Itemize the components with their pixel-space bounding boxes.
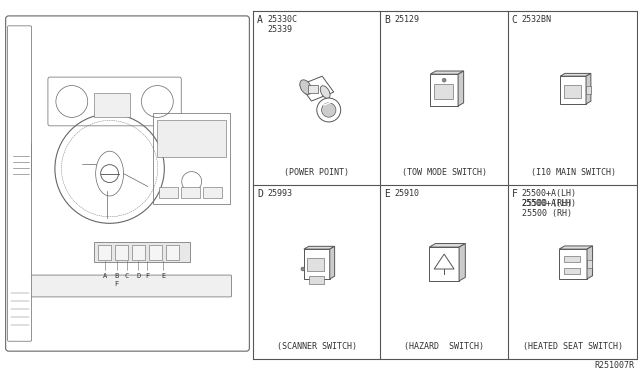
FancyBboxPatch shape bbox=[564, 256, 580, 262]
FancyBboxPatch shape bbox=[132, 245, 145, 260]
Text: (HEATED SEAT SWITCH): (HEATED SEAT SWITCH) bbox=[523, 342, 623, 351]
Circle shape bbox=[321, 103, 336, 117]
FancyBboxPatch shape bbox=[48, 77, 181, 126]
Text: E: E bbox=[385, 189, 390, 199]
Text: 25910: 25910 bbox=[394, 189, 419, 198]
Polygon shape bbox=[560, 73, 591, 76]
Text: (POWER POINT): (POWER POINT) bbox=[284, 168, 349, 177]
Polygon shape bbox=[430, 74, 458, 106]
FancyBboxPatch shape bbox=[180, 187, 200, 198]
Text: B: B bbox=[385, 15, 390, 25]
FancyBboxPatch shape bbox=[587, 260, 592, 268]
FancyBboxPatch shape bbox=[93, 242, 190, 262]
FancyBboxPatch shape bbox=[564, 268, 580, 274]
Text: R251007R: R251007R bbox=[595, 361, 634, 370]
FancyBboxPatch shape bbox=[203, 187, 221, 198]
Text: F: F bbox=[115, 281, 118, 287]
Text: E: E bbox=[161, 273, 166, 279]
Text: 25500+A(LH): 25500+A(LH) bbox=[522, 199, 577, 208]
FancyBboxPatch shape bbox=[149, 245, 162, 260]
Text: C: C bbox=[512, 15, 518, 25]
Ellipse shape bbox=[320, 86, 330, 99]
FancyBboxPatch shape bbox=[434, 84, 452, 99]
FancyBboxPatch shape bbox=[154, 113, 230, 205]
Text: 25500 (RH): 25500 (RH) bbox=[522, 199, 572, 208]
Text: 25129: 25129 bbox=[394, 15, 419, 24]
Text: C: C bbox=[124, 273, 129, 279]
FancyBboxPatch shape bbox=[564, 85, 580, 97]
Circle shape bbox=[442, 78, 446, 82]
Polygon shape bbox=[429, 244, 465, 247]
Text: (SCANNER SWITCH): (SCANNER SWITCH) bbox=[277, 342, 357, 351]
Text: F: F bbox=[145, 273, 150, 279]
Polygon shape bbox=[304, 246, 335, 249]
FancyBboxPatch shape bbox=[6, 16, 250, 351]
FancyBboxPatch shape bbox=[31, 275, 232, 297]
FancyBboxPatch shape bbox=[308, 85, 318, 93]
FancyBboxPatch shape bbox=[115, 245, 128, 260]
Text: (HAZARD  SWITCH): (HAZARD SWITCH) bbox=[404, 342, 484, 351]
Text: 25339: 25339 bbox=[267, 25, 292, 34]
Ellipse shape bbox=[300, 80, 312, 94]
Circle shape bbox=[317, 98, 340, 122]
Polygon shape bbox=[330, 246, 335, 279]
FancyBboxPatch shape bbox=[93, 93, 131, 117]
Text: D: D bbox=[136, 273, 141, 279]
Text: F: F bbox=[512, 189, 518, 199]
Text: A: A bbox=[102, 273, 107, 279]
Text: A: A bbox=[257, 15, 263, 25]
Polygon shape bbox=[300, 76, 333, 101]
Polygon shape bbox=[304, 249, 330, 279]
Text: B: B bbox=[115, 273, 118, 279]
Polygon shape bbox=[587, 246, 593, 279]
Polygon shape bbox=[459, 244, 465, 281]
Polygon shape bbox=[560, 76, 586, 104]
Text: (I10 MAIN SWITCH): (I10 MAIN SWITCH) bbox=[531, 168, 616, 177]
FancyBboxPatch shape bbox=[307, 257, 324, 272]
Circle shape bbox=[301, 267, 305, 271]
FancyBboxPatch shape bbox=[586, 86, 591, 94]
Text: D: D bbox=[257, 189, 263, 199]
FancyBboxPatch shape bbox=[157, 120, 226, 157]
Text: 25330C: 25330C bbox=[267, 15, 297, 24]
FancyBboxPatch shape bbox=[159, 187, 178, 198]
Polygon shape bbox=[559, 249, 587, 279]
Text: (TOW MODE SWITCH): (TOW MODE SWITCH) bbox=[402, 168, 486, 177]
Polygon shape bbox=[430, 71, 463, 74]
FancyBboxPatch shape bbox=[98, 245, 111, 260]
FancyBboxPatch shape bbox=[11, 143, 31, 180]
Polygon shape bbox=[429, 247, 459, 281]
Text: 25500+A(LH): 25500+A(LH) bbox=[522, 189, 577, 198]
Polygon shape bbox=[458, 71, 463, 106]
FancyBboxPatch shape bbox=[8, 26, 31, 341]
FancyBboxPatch shape bbox=[308, 276, 324, 284]
Polygon shape bbox=[586, 73, 591, 104]
Text: 2532BN: 2532BN bbox=[522, 15, 552, 24]
FancyBboxPatch shape bbox=[166, 245, 179, 260]
Polygon shape bbox=[559, 246, 593, 249]
Ellipse shape bbox=[96, 151, 124, 196]
Text: 25993: 25993 bbox=[267, 189, 292, 198]
Text: 25500 (RH): 25500 (RH) bbox=[522, 209, 572, 218]
